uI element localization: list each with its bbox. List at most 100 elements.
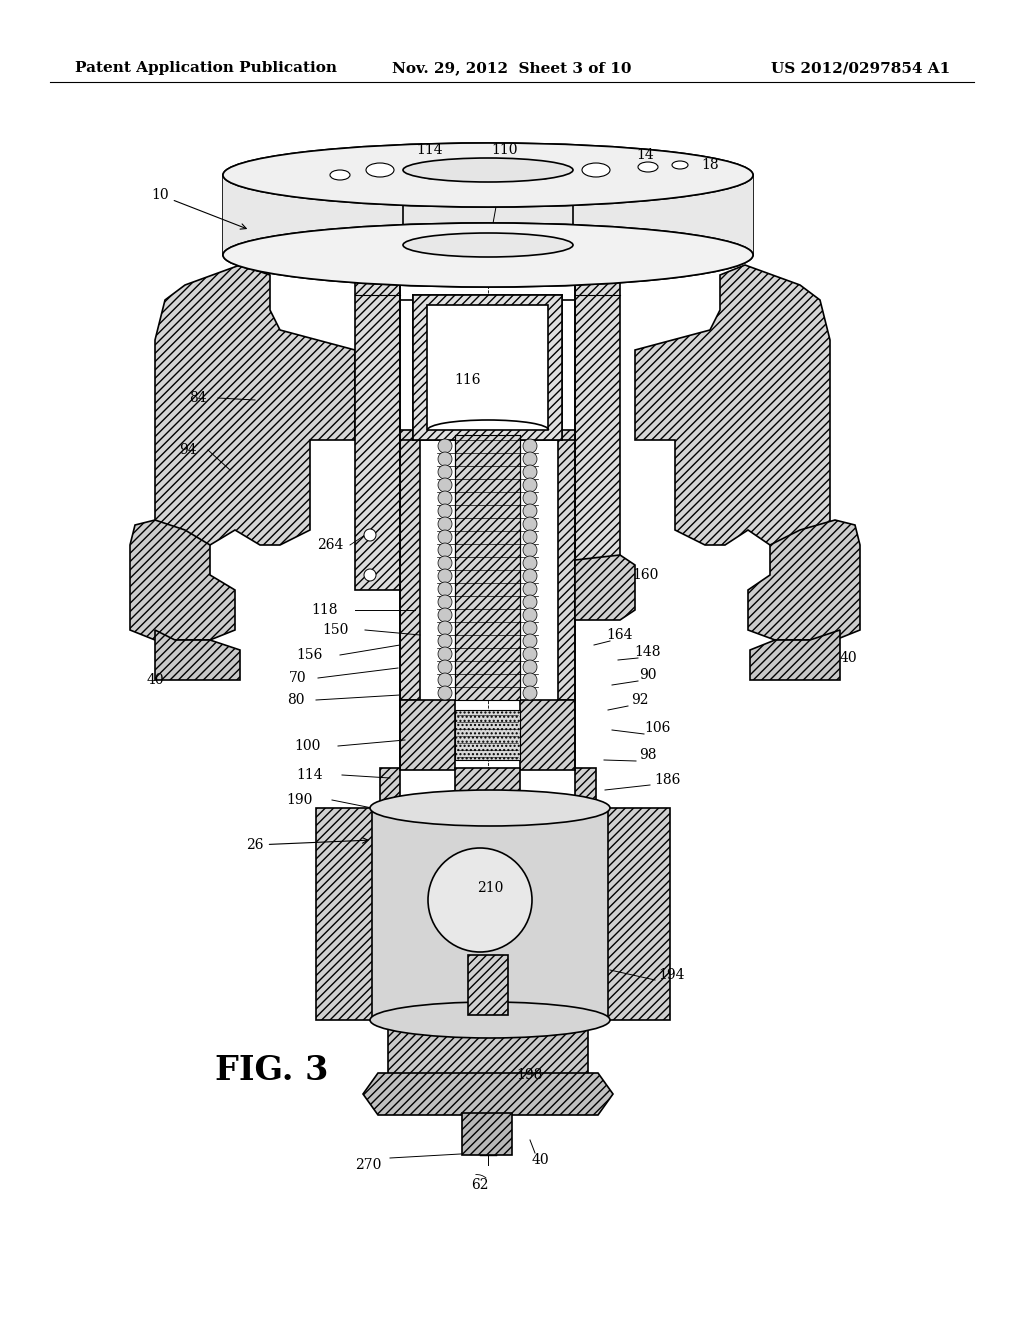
Circle shape xyxy=(438,595,452,609)
Polygon shape xyxy=(355,240,400,590)
Ellipse shape xyxy=(420,168,444,180)
Circle shape xyxy=(523,478,537,492)
Circle shape xyxy=(523,647,537,661)
Text: Patent Application Publication: Patent Application Publication xyxy=(75,61,337,75)
Circle shape xyxy=(438,465,452,479)
Ellipse shape xyxy=(403,234,573,257)
Polygon shape xyxy=(155,630,240,680)
Circle shape xyxy=(438,440,452,453)
Polygon shape xyxy=(575,768,596,810)
Bar xyxy=(455,768,520,810)
Text: 210: 210 xyxy=(477,880,503,895)
Text: 98: 98 xyxy=(639,748,656,762)
Polygon shape xyxy=(575,240,620,590)
Circle shape xyxy=(438,478,452,492)
Circle shape xyxy=(438,582,452,597)
Polygon shape xyxy=(155,265,355,545)
Polygon shape xyxy=(400,700,455,770)
Circle shape xyxy=(523,569,537,583)
Circle shape xyxy=(523,660,537,675)
Bar xyxy=(427,305,548,430)
Text: 160: 160 xyxy=(632,568,658,582)
Circle shape xyxy=(438,556,452,570)
Ellipse shape xyxy=(531,168,555,180)
Text: 190: 190 xyxy=(287,793,313,807)
Circle shape xyxy=(438,517,452,531)
Text: 156: 156 xyxy=(297,648,324,663)
Polygon shape xyxy=(575,554,635,620)
Polygon shape xyxy=(608,808,670,1020)
Circle shape xyxy=(438,609,452,622)
Ellipse shape xyxy=(223,223,753,286)
Polygon shape xyxy=(455,436,520,700)
Text: 40: 40 xyxy=(840,651,857,665)
Text: 164: 164 xyxy=(607,628,633,642)
Polygon shape xyxy=(400,430,420,700)
Polygon shape xyxy=(520,700,575,770)
Circle shape xyxy=(523,582,537,597)
Ellipse shape xyxy=(582,162,610,177)
Text: 106: 106 xyxy=(645,721,671,735)
Ellipse shape xyxy=(223,143,753,207)
Circle shape xyxy=(523,556,537,570)
Ellipse shape xyxy=(403,158,573,182)
Text: 150: 150 xyxy=(322,623,348,638)
Text: 116: 116 xyxy=(455,374,481,387)
Ellipse shape xyxy=(478,169,502,181)
Circle shape xyxy=(438,451,452,466)
Circle shape xyxy=(523,673,537,686)
Circle shape xyxy=(523,451,537,466)
Text: 110: 110 xyxy=(492,143,518,157)
Circle shape xyxy=(523,517,537,531)
Ellipse shape xyxy=(370,1002,610,1038)
Text: 26: 26 xyxy=(246,838,368,851)
Polygon shape xyxy=(748,520,860,640)
Text: 198: 198 xyxy=(517,1068,543,1082)
Text: 90: 90 xyxy=(639,668,656,682)
Circle shape xyxy=(523,595,537,609)
Text: 118: 118 xyxy=(311,603,338,616)
Polygon shape xyxy=(316,808,372,1020)
Text: 10: 10 xyxy=(152,187,246,230)
Circle shape xyxy=(438,543,452,557)
Text: 70: 70 xyxy=(289,671,307,685)
Text: 186: 186 xyxy=(654,774,681,787)
Text: 18: 18 xyxy=(701,158,719,172)
Ellipse shape xyxy=(638,162,658,172)
Circle shape xyxy=(438,569,452,583)
Text: US 2012/0297854 A1: US 2012/0297854 A1 xyxy=(771,61,950,75)
Circle shape xyxy=(523,504,537,517)
Circle shape xyxy=(438,491,452,506)
Ellipse shape xyxy=(330,170,350,180)
Polygon shape xyxy=(558,430,575,700)
Bar xyxy=(468,954,508,1015)
Polygon shape xyxy=(130,520,234,640)
Circle shape xyxy=(364,529,376,541)
Bar xyxy=(462,1113,512,1155)
Circle shape xyxy=(364,569,376,581)
Circle shape xyxy=(523,634,537,648)
Circle shape xyxy=(523,543,537,557)
Polygon shape xyxy=(362,1073,613,1115)
Text: 62: 62 xyxy=(471,1177,488,1192)
Text: 40: 40 xyxy=(531,1152,549,1167)
Polygon shape xyxy=(413,294,562,440)
Circle shape xyxy=(523,440,537,453)
Circle shape xyxy=(523,531,537,544)
Circle shape xyxy=(438,673,452,686)
Ellipse shape xyxy=(366,162,394,177)
Text: 100: 100 xyxy=(295,739,322,752)
Ellipse shape xyxy=(223,223,753,286)
Polygon shape xyxy=(635,265,830,545)
Ellipse shape xyxy=(672,161,688,169)
Circle shape xyxy=(438,686,452,700)
Text: 40: 40 xyxy=(146,673,164,686)
Text: 92: 92 xyxy=(631,693,649,708)
Circle shape xyxy=(438,504,452,517)
Circle shape xyxy=(438,531,452,544)
Circle shape xyxy=(523,620,537,635)
Circle shape xyxy=(523,491,537,506)
Text: 194: 194 xyxy=(658,968,685,982)
Text: 14: 14 xyxy=(636,148,654,162)
Text: 114: 114 xyxy=(297,768,324,781)
